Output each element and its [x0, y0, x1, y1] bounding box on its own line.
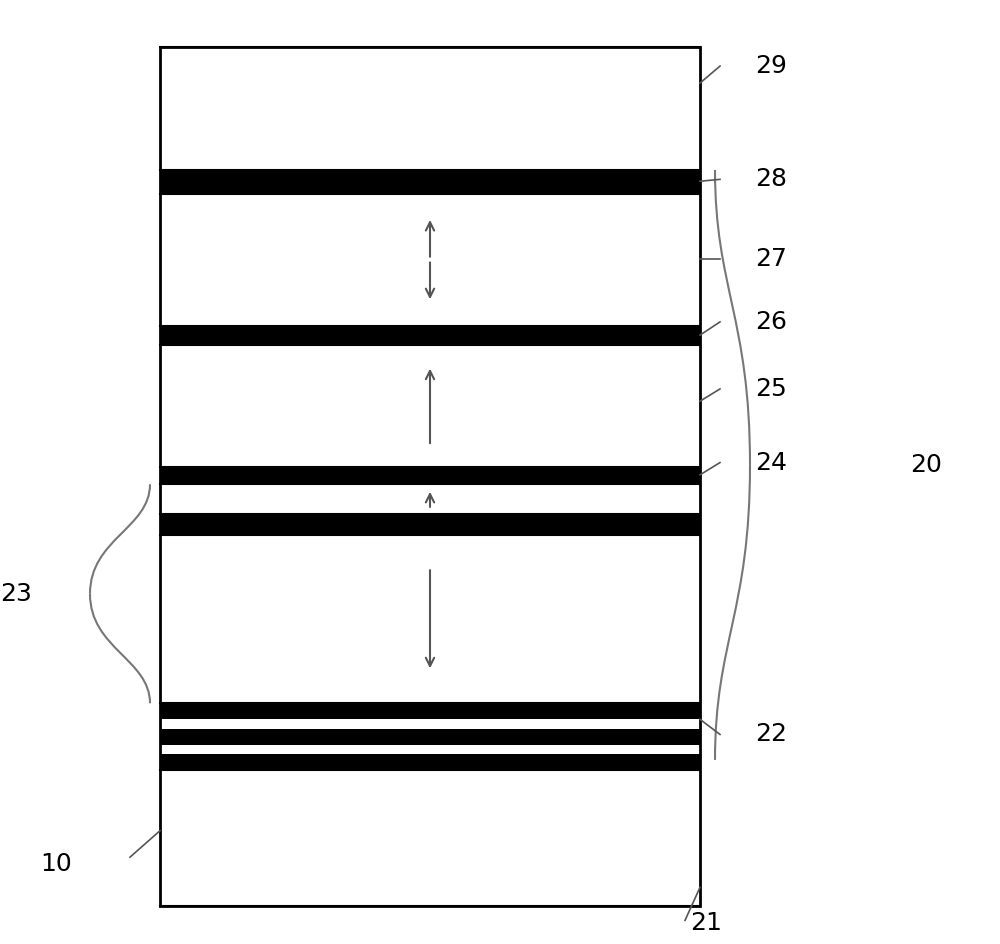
Text: 10: 10 — [40, 851, 72, 876]
Text: 29: 29 — [755, 54, 787, 78]
Text: 26: 26 — [755, 310, 787, 334]
Polygon shape — [160, 484, 700, 514]
Polygon shape — [160, 345, 700, 467]
Polygon shape — [160, 467, 700, 484]
Text: 21: 21 — [690, 911, 722, 936]
Polygon shape — [160, 47, 700, 170]
Polygon shape — [160, 745, 700, 754]
Polygon shape — [160, 770, 700, 906]
Polygon shape — [160, 719, 700, 729]
Text: 23: 23 — [0, 582, 32, 606]
Polygon shape — [160, 729, 700, 745]
Text: 22: 22 — [755, 722, 787, 747]
Polygon shape — [160, 194, 700, 326]
Text: 20: 20 — [910, 453, 942, 477]
Text: 24: 24 — [755, 450, 787, 475]
Polygon shape — [160, 326, 700, 345]
Polygon shape — [160, 170, 700, 194]
Text: 27: 27 — [755, 246, 787, 271]
Text: 25: 25 — [755, 377, 787, 401]
Polygon shape — [160, 535, 700, 703]
Polygon shape — [160, 754, 700, 770]
Polygon shape — [160, 703, 700, 719]
Text: 28: 28 — [755, 167, 787, 192]
Polygon shape — [160, 514, 700, 535]
